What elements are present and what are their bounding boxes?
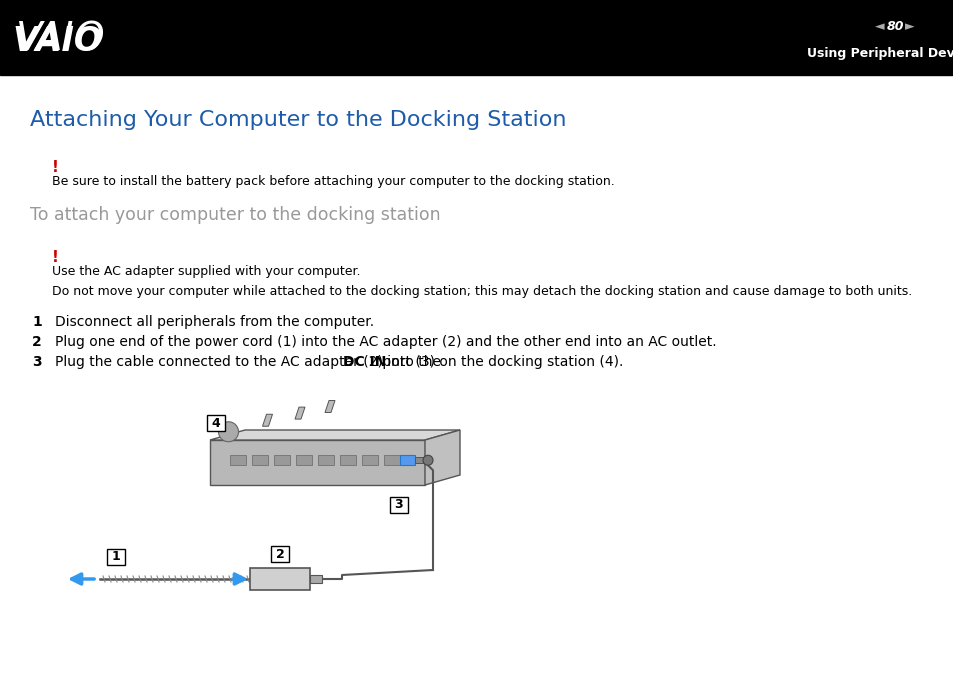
Text: Using Peripheral Devices: Using Peripheral Devices bbox=[806, 47, 953, 61]
Bar bbox=[415, 457, 422, 463]
Text: 3: 3 bbox=[32, 355, 42, 369]
Text: VAIO: VAIO bbox=[12, 25, 102, 58]
Polygon shape bbox=[210, 430, 459, 440]
Text: !: ! bbox=[52, 250, 59, 265]
Bar bbox=[310, 575, 322, 583]
Polygon shape bbox=[325, 400, 335, 412]
Text: 1: 1 bbox=[32, 315, 42, 329]
Polygon shape bbox=[294, 407, 305, 419]
Text: Do not move your computer while attached to the docking station; this may detach: Do not move your computer while attached… bbox=[52, 285, 911, 298]
Bar bbox=[339, 455, 355, 465]
Bar bbox=[317, 455, 334, 465]
Text: ◄: ◄ bbox=[874, 20, 883, 33]
Text: DC IN: DC IN bbox=[343, 355, 386, 369]
Text: Use the AC adapter supplied with your computer.: Use the AC adapter supplied with your co… bbox=[52, 265, 360, 278]
Bar bbox=[390, 497, 408, 513]
Circle shape bbox=[422, 455, 433, 465]
Text: Attaching Your Computer to the Docking Station: Attaching Your Computer to the Docking S… bbox=[30, 110, 566, 130]
Text: Plug one end of the power cord (1) into the AC adapter (2) and the other end int: Plug one end of the power cord (1) into … bbox=[55, 335, 716, 349]
Bar bbox=[361, 455, 377, 465]
Text: Be sure to install the battery pack before attaching your computer to the dockin: Be sure to install the battery pack befo… bbox=[52, 175, 614, 188]
Bar bbox=[271, 546, 289, 562]
Bar bbox=[252, 455, 268, 465]
Polygon shape bbox=[210, 440, 424, 485]
Bar bbox=[274, 455, 290, 465]
Text: !: ! bbox=[52, 160, 59, 175]
Bar bbox=[230, 455, 246, 465]
Text: ►: ► bbox=[904, 20, 914, 33]
Polygon shape bbox=[424, 430, 459, 485]
Text: 2: 2 bbox=[32, 335, 42, 349]
Text: $\mathbf{\mathit{V\!AIO}}$: $\mathbf{\mathit{V\!AIO}}$ bbox=[15, 20, 104, 58]
Bar bbox=[295, 455, 312, 465]
Bar bbox=[384, 455, 399, 465]
Text: port (3) on the docking station (4).: port (3) on the docking station (4). bbox=[378, 355, 623, 369]
Text: 4: 4 bbox=[212, 417, 220, 430]
Bar bbox=[107, 549, 125, 565]
Text: 2: 2 bbox=[275, 547, 284, 561]
Bar bbox=[250, 568, 310, 590]
Text: 1: 1 bbox=[112, 551, 120, 563]
Text: To attach your computer to the docking station: To attach your computer to the docking s… bbox=[30, 206, 440, 224]
Bar bbox=[399, 455, 415, 465]
Text: 80: 80 bbox=[885, 20, 902, 33]
Text: Disconnect all peripherals from the computer.: Disconnect all peripherals from the comp… bbox=[55, 315, 374, 329]
Text: Plug the cable connected to the AC adapter (2) into the: Plug the cable connected to the AC adapt… bbox=[55, 355, 445, 369]
Bar bbox=[0, 0, 953, 75]
Circle shape bbox=[218, 422, 238, 441]
Polygon shape bbox=[262, 415, 273, 426]
Bar bbox=[207, 415, 225, 431]
Text: 3: 3 bbox=[395, 499, 403, 512]
